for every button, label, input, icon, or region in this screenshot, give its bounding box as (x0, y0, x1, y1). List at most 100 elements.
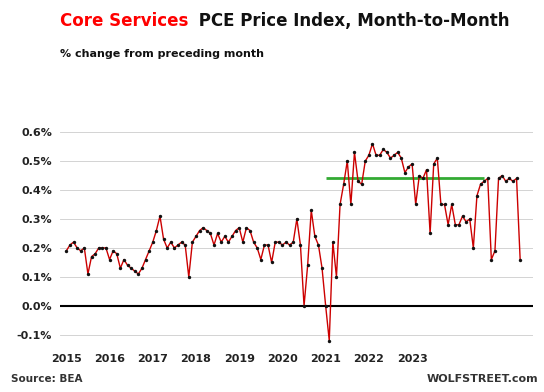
Point (209, 242, 218, 248)
Point (379, 146, 388, 152)
Point (163, 245, 171, 251)
Point (159, 236, 168, 242)
Point (275, 239, 283, 245)
Point (170, 245, 179, 251)
Point (336, 201, 344, 208)
Text: WOLFSTREET.com: WOLFSTREET.com (427, 374, 539, 384)
Point (289, 239, 298, 245)
Point (235, 225, 244, 231)
Point (429, 161, 438, 167)
Point (184, 274, 193, 280)
Point (364, 152, 373, 158)
Text: PCE Price Index, Month-to-Month: PCE Price Index, Month-to-Month (193, 12, 510, 30)
Point (84, 271, 92, 277)
Point (516, 256, 524, 263)
Point (386, 155, 395, 161)
Point (253, 245, 262, 251)
Point (469, 245, 478, 251)
Point (498, 172, 506, 179)
Point (76, 248, 85, 254)
Point (433, 155, 442, 161)
Point (220, 233, 229, 240)
Point (217, 239, 226, 245)
Point (66, 242, 75, 248)
Point (375, 152, 384, 158)
Point (109, 248, 118, 254)
Point (455, 221, 463, 228)
Point (199, 225, 208, 231)
Point (293, 216, 301, 222)
Point (304, 262, 312, 269)
Point (149, 239, 157, 245)
Point (505, 175, 514, 181)
Point (476, 181, 485, 187)
Point (282, 239, 290, 245)
Point (264, 242, 273, 248)
Point (458, 213, 467, 219)
Point (314, 242, 323, 248)
Point (238, 239, 247, 245)
Point (256, 256, 265, 263)
Point (202, 227, 211, 234)
Point (105, 256, 114, 263)
Point (181, 242, 189, 248)
Point (339, 181, 348, 187)
Point (123, 262, 132, 269)
Point (120, 256, 128, 263)
Point (329, 239, 337, 245)
Point (152, 227, 160, 234)
Point (322, 303, 330, 309)
Point (174, 242, 182, 248)
Point (354, 178, 362, 185)
Point (404, 164, 413, 170)
Point (473, 192, 481, 199)
Point (462, 219, 471, 225)
Point (246, 227, 255, 234)
Point (191, 233, 200, 240)
Point (415, 172, 424, 179)
Point (361, 158, 369, 164)
Point (300, 303, 308, 309)
Text: Core Services: Core Services (60, 12, 188, 30)
Point (418, 175, 427, 181)
Point (512, 175, 521, 181)
Point (87, 254, 96, 260)
Text: Source: BEA: Source: BEA (11, 374, 82, 384)
Point (80, 245, 89, 251)
Point (73, 245, 82, 251)
Point (195, 227, 204, 234)
Point (447, 201, 456, 208)
Point (509, 178, 517, 185)
Point (487, 256, 496, 263)
Point (113, 250, 121, 257)
Point (271, 239, 280, 245)
Point (444, 221, 453, 228)
Point (116, 265, 125, 271)
Point (307, 207, 316, 213)
Point (91, 250, 100, 257)
Point (311, 233, 319, 240)
Point (285, 242, 294, 248)
Point (465, 216, 474, 222)
Point (102, 245, 110, 251)
Point (480, 178, 489, 185)
Point (62, 248, 71, 254)
Point (372, 152, 380, 158)
Point (397, 155, 406, 161)
Point (145, 248, 153, 254)
Point (98, 245, 107, 251)
Point (206, 230, 215, 237)
Point (390, 152, 398, 158)
Point (484, 175, 492, 181)
Point (138, 265, 146, 271)
Point (408, 161, 417, 167)
Point (440, 201, 449, 208)
Point (502, 178, 510, 185)
Point (69, 239, 78, 245)
Point (437, 201, 446, 208)
Point (382, 149, 391, 156)
Point (127, 265, 135, 271)
Point (224, 239, 233, 245)
Point (188, 239, 197, 245)
Point (213, 230, 222, 237)
